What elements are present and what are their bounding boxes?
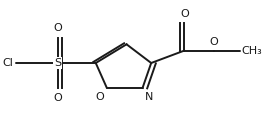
Text: O: O — [53, 23, 62, 33]
Text: Cl: Cl — [2, 58, 13, 68]
Text: O: O — [96, 92, 104, 102]
Text: CH₃: CH₃ — [241, 45, 262, 56]
Text: O: O — [53, 93, 62, 103]
Text: O: O — [210, 37, 218, 47]
Text: O: O — [180, 9, 189, 19]
Text: S: S — [54, 58, 61, 68]
Text: N: N — [145, 92, 153, 102]
